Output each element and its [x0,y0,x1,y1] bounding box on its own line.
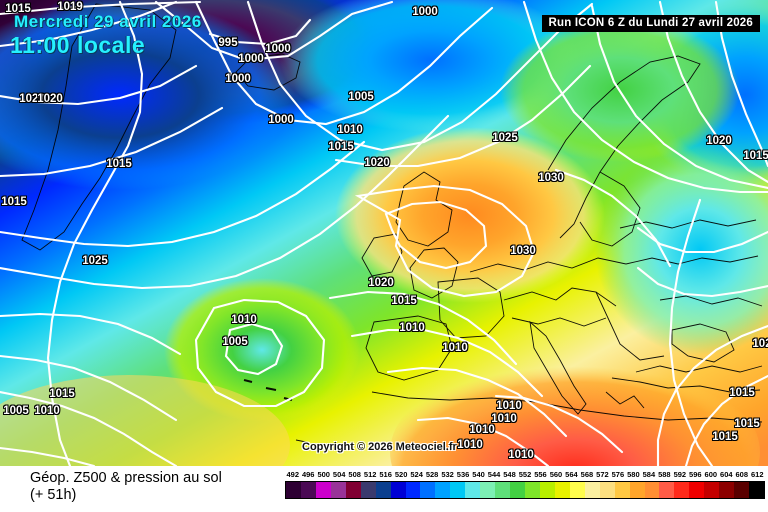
colorbar-tick: 500 [317,470,330,479]
colorbar-swatch [360,482,376,498]
colorbar-tick: 528 [425,470,439,479]
colorbar-swatch [704,482,720,498]
legend-title-line1: Géop. Z500 & pression au sol [30,470,222,486]
colorbar-tick-labels: 492 496 500 504 508 512 516 520 524 528 532 536 540 5… [285,470,765,481]
legend-title-line2: (+ 51h) [30,487,77,503]
colorbar-tick: 588 [658,470,671,479]
colorbar-tick: 596 [689,470,702,479]
colorbar-tick: 516 [379,470,392,479]
colorbar-tick: 556 [534,470,547,479]
colorbar-swatch [629,482,645,498]
colorbar-tick: 560 [549,470,563,479]
colorbar-swatch [315,482,331,498]
colorbar-tick: 580 [627,470,640,479]
model-run-banner: Run ICON 6 Z du Lundi 27 avril 2026 [541,15,760,32]
legend-title: Géop. Z500 & pression au sol (+ 51h) [30,470,222,504]
colorbar-swatch [510,482,525,498]
weather-map[interactable]: Mercredi 29 avril 2026 11:00 locale Run … [0,0,768,466]
colorbar-swatch [539,482,555,498]
colorbar-tick: 520 [394,470,408,479]
colorbar-tick: 600 [704,470,718,479]
colorbar-swatch [375,482,391,498]
colorbar-swatch [345,482,361,498]
valid-time-label: 11:00 locale [10,32,146,58]
colorbar-swatch [569,482,585,498]
colorbar-swatch [689,482,705,498]
map-canvas [0,0,768,466]
legend-footer: Géop. Z500 & pression au sol (+ 51h) 492… [0,466,768,512]
colorbar-tick: 576 [611,470,625,479]
colorbar-tick: 568 [580,470,594,479]
colorbar-tick: 496 [301,470,315,479]
colorbar-tick: 508 [348,470,361,479]
colorbar-swatch [599,482,615,498]
colorbar-swatch [584,482,600,498]
colorbar-tick: 544 [487,470,501,479]
coastlines [21,3,763,449]
colorbar-tick: 512 [363,470,377,479]
colorbar-tick: 592 [673,470,687,479]
z500-shading [0,0,768,466]
colorbar-swatch [286,482,301,498]
colorbar-swatch [495,482,511,498]
colorbar-swatch [300,482,316,498]
colorbar-swatch [525,482,540,498]
colorbar-swatch [450,482,466,498]
colorbar-swatches [285,481,765,499]
colorbar-tick: 540 [472,470,485,479]
colorbar-swatch [390,482,406,498]
colorbar-swatch [719,482,735,498]
colorbar-swatch [405,482,421,498]
colorbar-tick: 584 [642,470,656,479]
colorbar-tick: 572 [596,470,609,479]
colorbar-swatch [435,482,451,498]
colorbar-swatch [554,482,570,498]
colorbar-tick: 532 [441,470,454,479]
colorbar-swatch [614,482,630,498]
colorbar-tick: 504 [332,470,346,479]
colorbar: 492 496 500 504 508 512 516 520 524 528 532 536 540 5… [285,470,765,499]
colorbar-tick: 612 [750,470,764,479]
colorbar-swatch [734,482,750,498]
colorbar-tick: 564 [565,470,578,479]
colorbar-swatch [674,482,690,498]
colorbar-swatch [644,482,660,498]
colorbar-tick: 548 [503,470,516,479]
colorbar-tick: 552 [518,470,532,479]
colorbar-tick: 608 [735,470,749,479]
colorbar-swatch [749,482,764,498]
colorbar-swatch [330,482,346,498]
colorbar-swatch [480,482,496,498]
isobars [0,0,768,466]
colorbar-swatch [659,482,675,498]
copyright-label: Copyright © 2026 Meteociel.fr [302,441,457,453]
colorbar-tick: 524 [410,470,423,479]
colorbar-swatch [420,482,436,498]
colorbar-tick: 536 [456,470,470,479]
valid-date-label: Mercredi 29 avril 2026 [14,12,202,31]
colorbar-swatch [465,482,481,498]
colorbar-tick: 492 [286,470,299,479]
colorbar-tick: 604 [720,470,733,479]
